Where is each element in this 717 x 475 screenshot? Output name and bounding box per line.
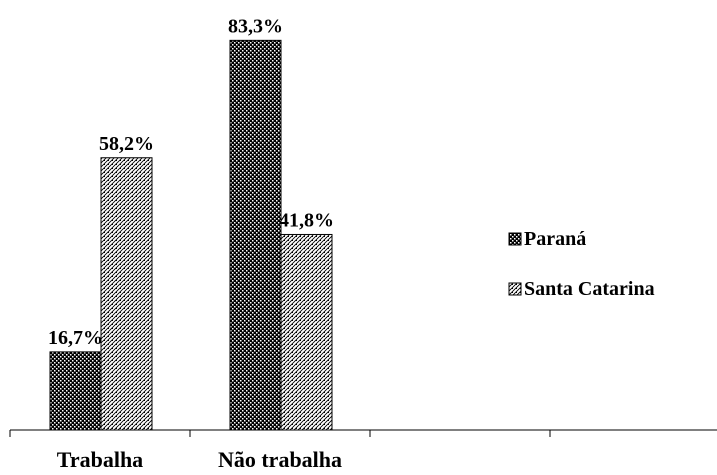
data-label: 41,8%: [279, 209, 334, 231]
data-label: 83,3%: [228, 15, 283, 37]
legend-swatch: [508, 282, 522, 296]
bar: [229, 39, 282, 431]
legend-label: Paraná: [524, 228, 586, 250]
legend-label: Santa Catarina: [524, 278, 655, 300]
bar: [49, 351, 102, 431]
data-label: 16,7%: [48, 327, 103, 349]
x-tick-label: Não trabalha: [218, 447, 342, 472]
bar: [100, 157, 153, 431]
data-label: 58,2%: [99, 133, 154, 155]
bar: [280, 233, 333, 431]
legend-swatch: [508, 232, 522, 246]
x-tick-label: Trabalha: [57, 447, 143, 472]
